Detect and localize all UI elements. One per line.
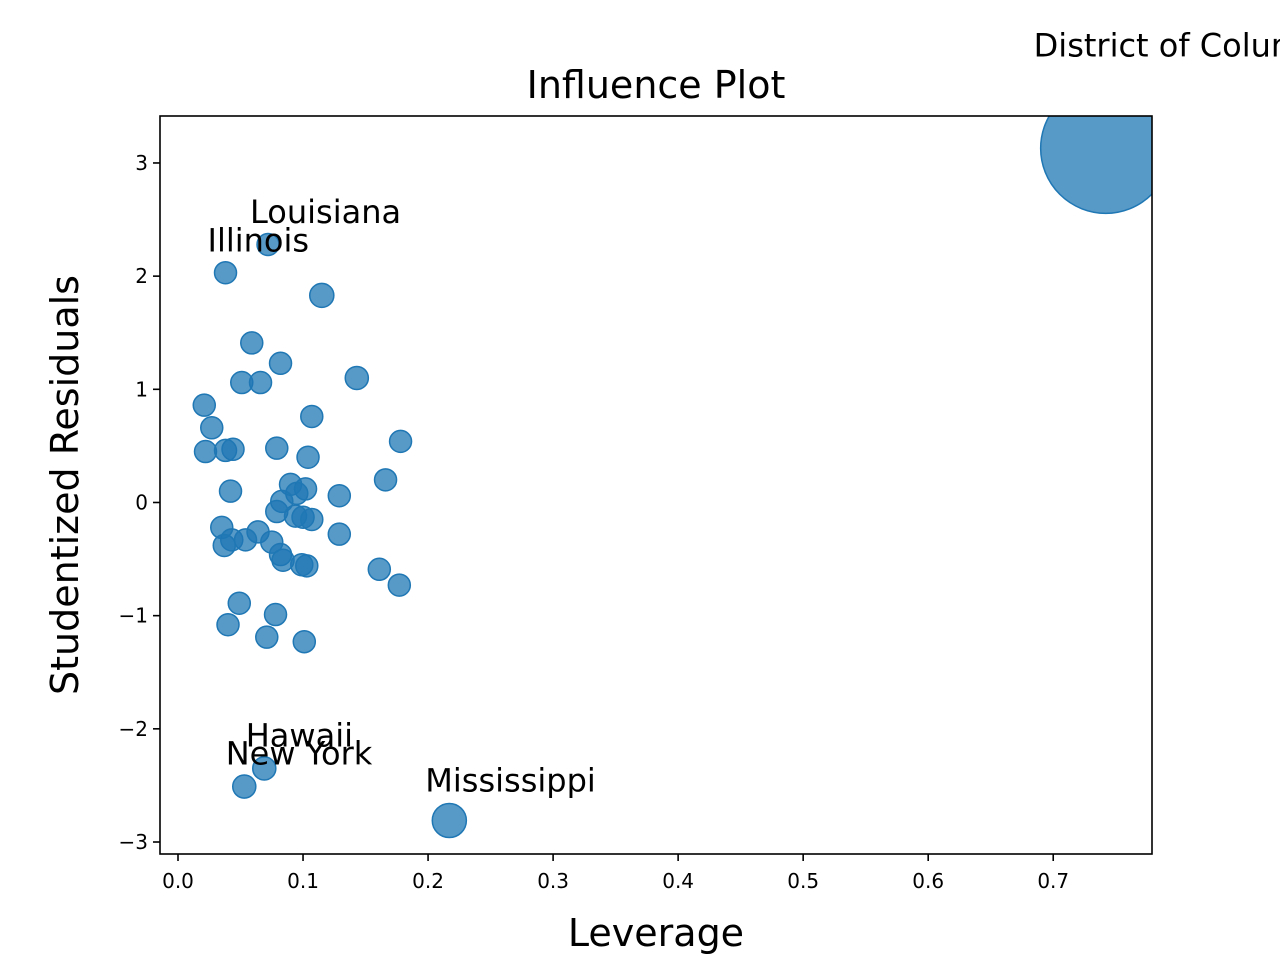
point — [248, 370, 273, 395]
point — [373, 468, 398, 492]
point — [212, 533, 237, 558]
point-label: District of Columbia — [1034, 27, 1280, 65]
x-tick-label: 0.6 — [912, 869, 944, 893]
point — [344, 365, 370, 391]
point — [216, 612, 240, 637]
y-tick-label: −1 — [119, 604, 148, 628]
point — [388, 429, 413, 454]
point — [327, 483, 352, 508]
y-tick-label: 0 — [135, 490, 148, 514]
point — [200, 416, 224, 440]
point — [240, 331, 264, 355]
x-axis-label: Leverage — [568, 911, 744, 955]
point-label: Illinois — [208, 221, 310, 259]
point — [256, 232, 280, 257]
x-tick-label: 0.3 — [537, 869, 569, 893]
x-tick-label: 0.5 — [787, 869, 819, 893]
point — [218, 479, 243, 503]
point — [227, 591, 252, 615]
point — [213, 260, 238, 285]
point — [268, 351, 293, 376]
point — [296, 445, 320, 469]
y-tick-label: −2 — [119, 717, 148, 741]
point-label: Hawaii — [246, 716, 353, 754]
y-axis-label: Studentized Residuals — [43, 275, 87, 695]
x-tick-label: 0.1 — [287, 869, 319, 893]
chart-title: Influence Plot — [527, 63, 786, 107]
point — [327, 522, 352, 546]
point — [1039, 116, 1152, 215]
x-tick-label: 0.7 — [1037, 869, 1069, 893]
x-tick-label: 0.2 — [412, 869, 444, 893]
point — [192, 393, 217, 417]
point — [292, 629, 317, 654]
y-tick-label: 1 — [135, 377, 148, 401]
point — [255, 625, 279, 649]
point — [300, 507, 324, 532]
plot-area — [192, 116, 1152, 839]
point-label: Louisiana — [250, 193, 401, 231]
y-tick-label: 3 — [135, 151, 148, 175]
point — [193, 439, 218, 464]
point — [265, 436, 289, 460]
point — [233, 528, 258, 552]
x-tick-label: 0.0 — [162, 869, 194, 893]
axes-frame — [159, 115, 1153, 855]
y-tick-label: 2 — [135, 264, 148, 288]
point — [308, 282, 335, 309]
x-tick-label: 0.4 — [662, 869, 694, 893]
point-label: New York — [226, 735, 373, 773]
point — [367, 557, 392, 582]
point — [251, 756, 277, 781]
point — [221, 437, 245, 462]
point — [387, 573, 412, 597]
point — [431, 802, 468, 839]
point — [231, 774, 257, 799]
point — [263, 602, 288, 627]
y-tick-label: −3 — [119, 830, 148, 854]
point-label: Mississippi — [425, 761, 595, 799]
point — [300, 404, 324, 429]
point — [295, 554, 319, 578]
